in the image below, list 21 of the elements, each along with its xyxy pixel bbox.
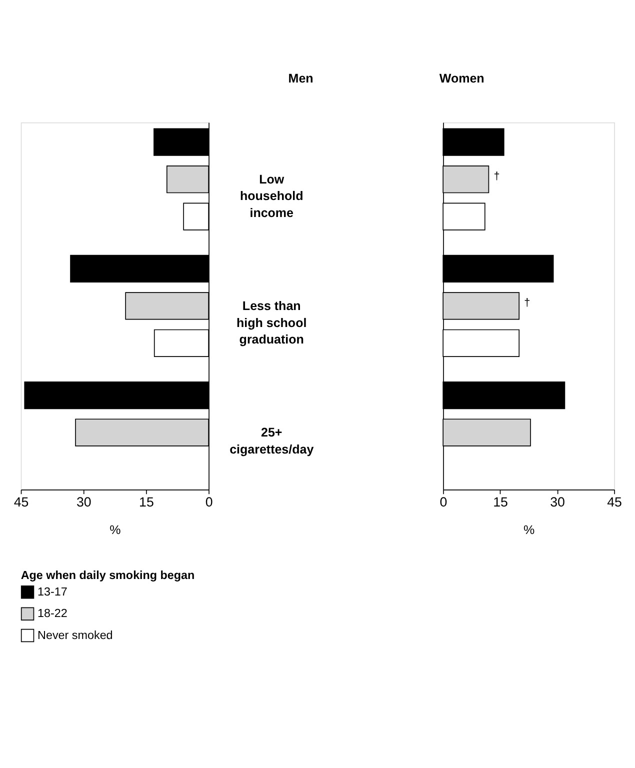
x-tick-label: 30 [550, 494, 565, 510]
legend-label: 13-17 [38, 585, 68, 598]
x-tick-label: 30 [76, 494, 92, 510]
annotation: † [524, 296, 530, 309]
x-tick-label: 0 [205, 494, 213, 510]
annotation: † [494, 170, 500, 182]
legend-title: Age when daily smoking began [20, 568, 195, 582]
legend-label: Never smoked [38, 628, 113, 642]
x-tick-label: 15 [139, 494, 154, 510]
text: Men [288, 71, 314, 86]
legend-label: 18-22 [38, 607, 68, 620]
x-tick-label: 45 [14, 494, 29, 510]
chart-title: Women [439, 71, 484, 86]
x-tick-label: 15 [493, 494, 508, 510]
x-axis-title: % [523, 523, 535, 538]
x-tick-label: 45 [607, 494, 622, 510]
y-tick-label: Low household income [240, 172, 304, 220]
x-axis-title: % [110, 523, 121, 538]
y-tick-label: Less than high school graduation [236, 299, 307, 346]
x-tick-label: 0 [440, 494, 448, 510]
y-tick-label: 25+ cigarettes/day [230, 426, 314, 456]
